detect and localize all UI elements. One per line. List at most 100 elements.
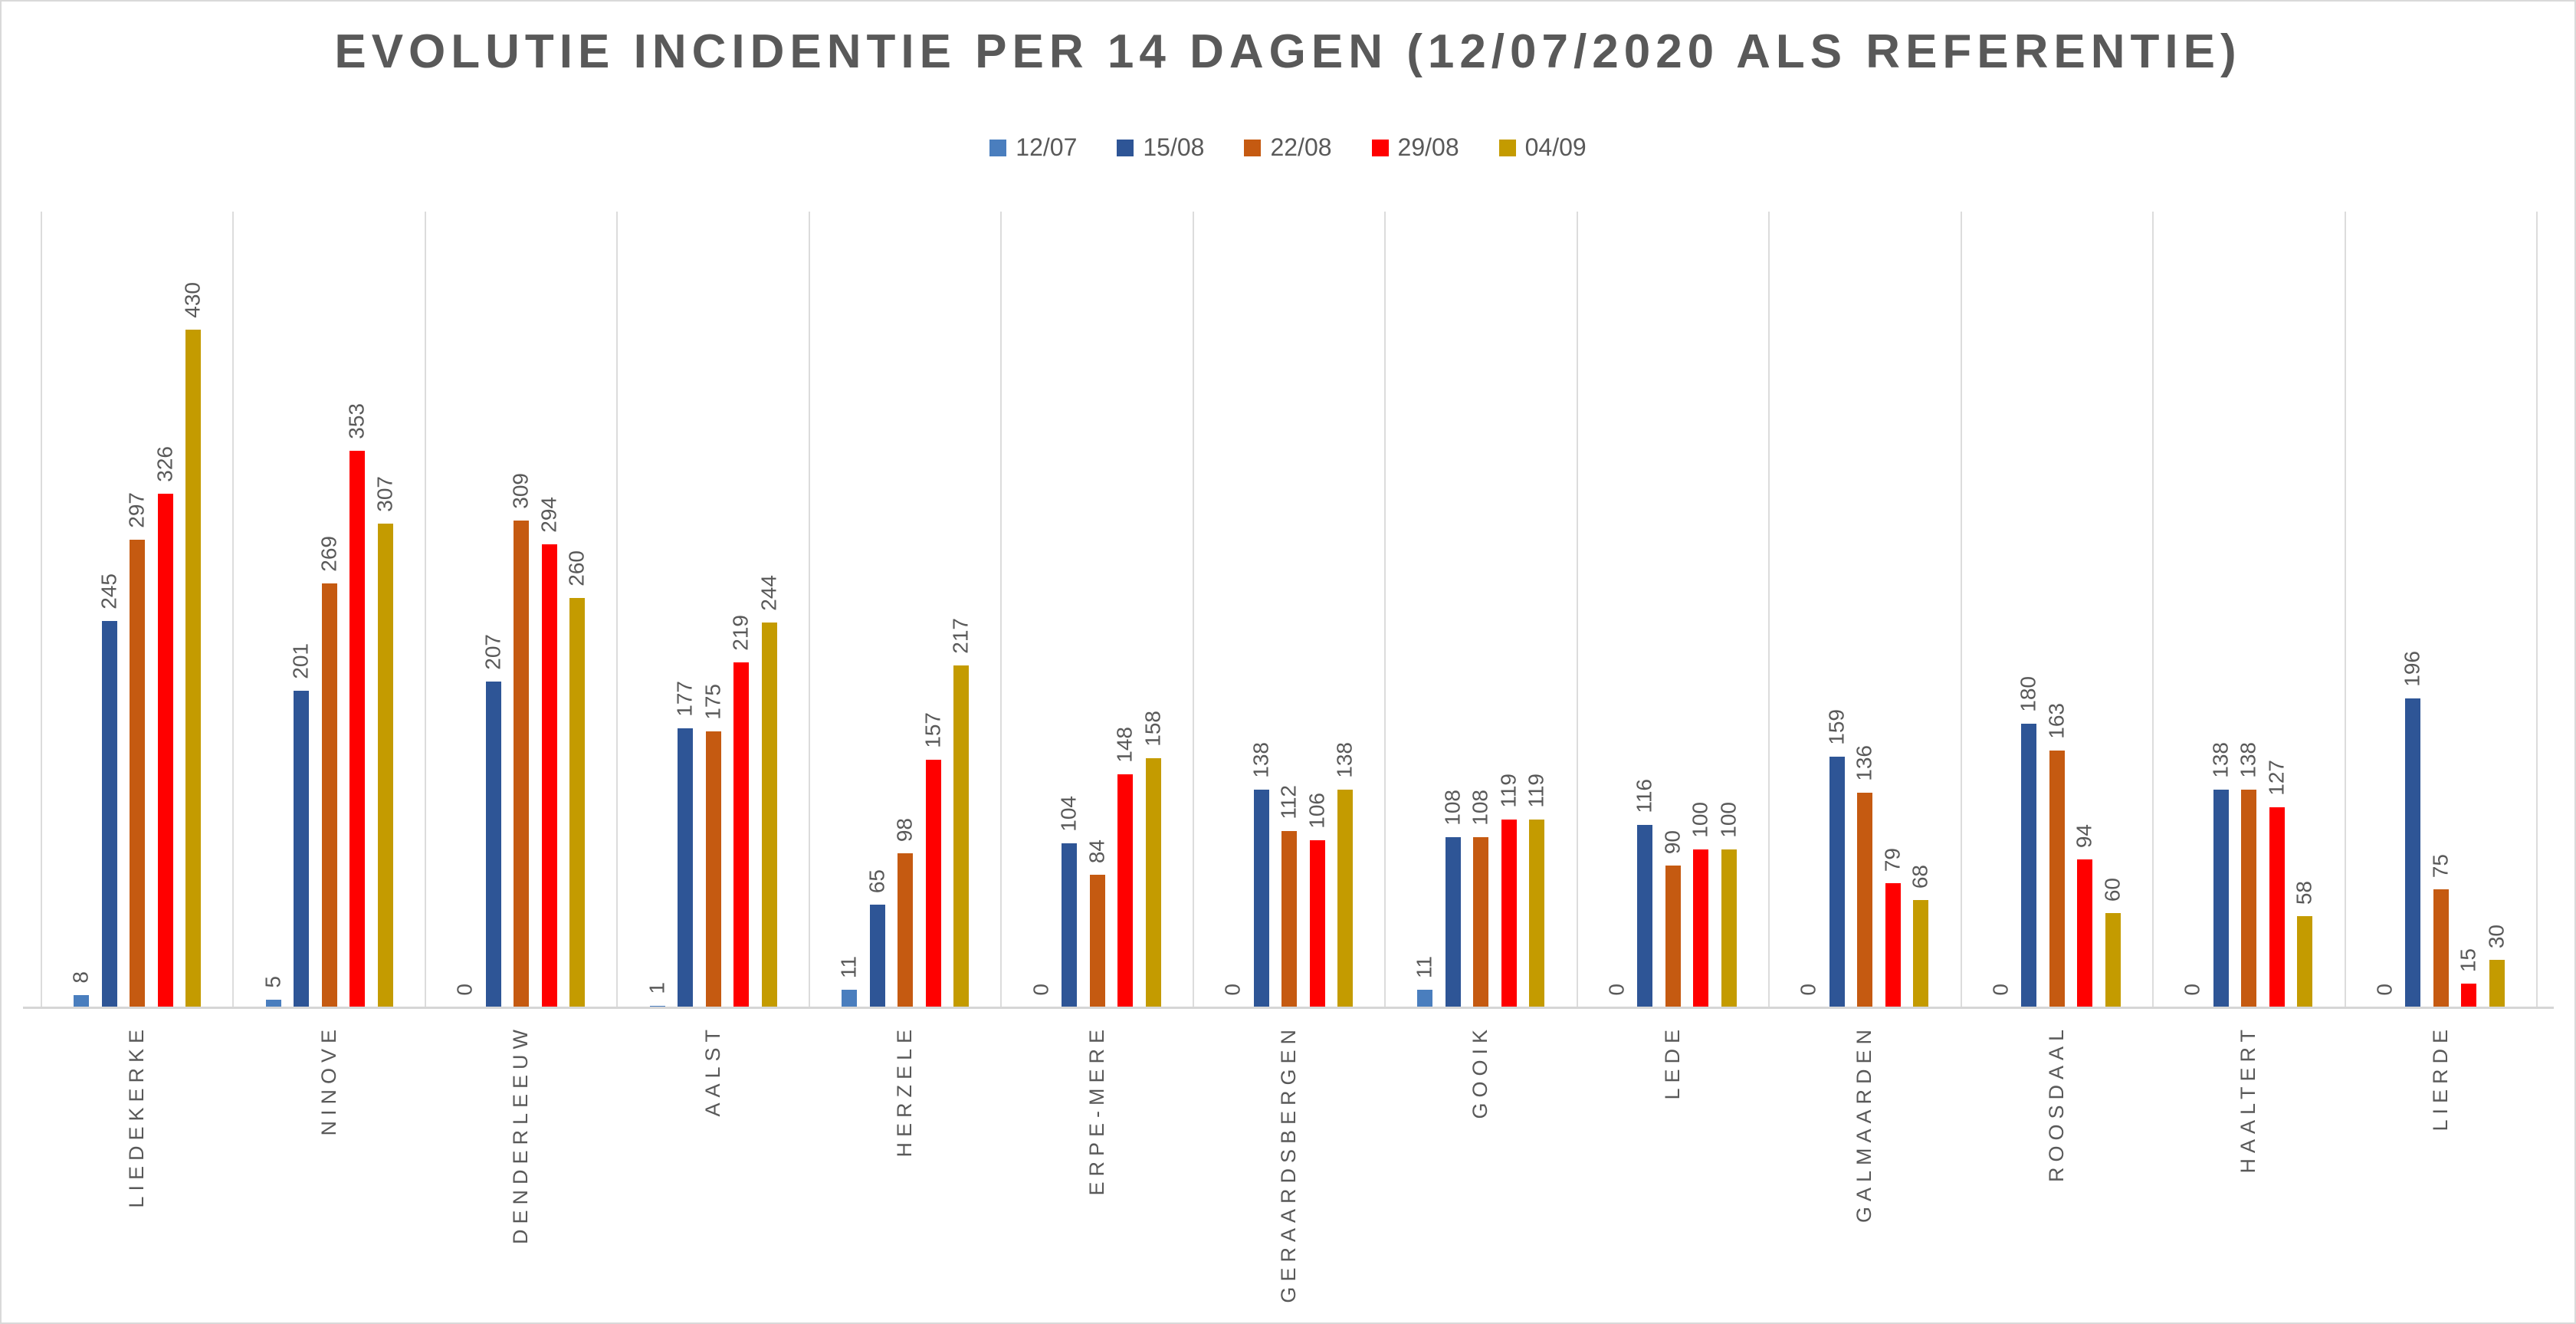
bar xyxy=(1445,837,1461,1007)
bar xyxy=(541,544,557,1007)
value-label: 307 xyxy=(372,476,397,516)
bar xyxy=(349,451,366,1007)
value-label-text: 0 xyxy=(1604,984,1629,996)
bar xyxy=(1885,883,1901,1007)
value-label-text: 79 xyxy=(1880,847,1905,872)
category-label: GALMAARDEN xyxy=(1853,1024,1877,1227)
category-separator-gridline xyxy=(1960,212,1962,1007)
value-label: 244 xyxy=(756,575,781,615)
category-label-text: GERAARDSBERGEN xyxy=(1277,1024,1301,1303)
value-label-text: 245 xyxy=(97,573,121,609)
category-separator-gridline xyxy=(1192,212,1194,1007)
value-label: 294 xyxy=(537,497,561,537)
value-label: 175 xyxy=(701,684,725,724)
bar xyxy=(761,623,777,1007)
value-label: 68 xyxy=(1908,865,1933,892)
value-label-text: 60 xyxy=(2100,877,2125,902)
legend-item: 15/08 xyxy=(1117,133,1204,162)
legend-item: 29/08 xyxy=(1371,133,1459,162)
bar xyxy=(925,760,941,1007)
value-label-text: 138 xyxy=(2208,742,2233,778)
legend-swatch-icon xyxy=(989,139,1007,156)
legend-item: 04/09 xyxy=(1498,133,1587,162)
value-label: 79 xyxy=(1880,847,1905,876)
value-label: 104 xyxy=(1057,796,1081,836)
bar xyxy=(2021,724,2037,1007)
value-label: 1 xyxy=(645,982,669,998)
plot-area: 8 245 297 326 430 5 201 269 353 307 0 207 309 294 260 1… xyxy=(41,212,2538,1007)
value-label-text: 219 xyxy=(728,615,753,651)
bar xyxy=(2461,984,2477,1007)
value-label: 353 xyxy=(344,403,369,443)
value-label-text: 0 xyxy=(2372,984,2397,996)
value-label: 207 xyxy=(481,634,505,674)
value-label-text: 159 xyxy=(1824,709,1849,745)
chart-legend: 12/07 15/08 22/08 29/08 04/09 xyxy=(2,133,2574,162)
bar xyxy=(514,521,530,1007)
value-label-text: 30 xyxy=(2484,924,2509,948)
value-label: 148 xyxy=(1112,727,1137,767)
bar xyxy=(1857,793,1873,1007)
value-label-text: 0 xyxy=(1988,984,2013,996)
legend-label: 12/07 xyxy=(1016,133,1078,161)
bar xyxy=(1117,774,1134,1007)
value-label-text: 148 xyxy=(1112,727,1137,763)
bar xyxy=(1337,790,1353,1007)
value-label-text: 100 xyxy=(1716,802,1741,838)
value-label-text: 244 xyxy=(756,575,781,611)
category-label: ROOSDAAL xyxy=(2045,1024,2069,1186)
value-label: 127 xyxy=(2264,760,2289,800)
category-label: HERZELE xyxy=(893,1024,917,1161)
value-label: 0 xyxy=(2181,984,2205,1000)
value-label-text: 94 xyxy=(2072,823,2096,848)
value-label-text: 138 xyxy=(1249,742,1273,778)
value-label-text: 175 xyxy=(701,684,725,720)
category-separator-gridline xyxy=(232,212,235,1007)
category-label-text: ERPE-MERE xyxy=(1085,1024,1108,1196)
value-label: 100 xyxy=(1716,802,1741,842)
value-label-text: 0 xyxy=(452,984,477,996)
bar xyxy=(1281,831,1297,1007)
category-label: GERAARDSBERGEN xyxy=(1277,1024,1301,1307)
value-label: 201 xyxy=(289,643,313,683)
bar xyxy=(1501,820,1517,1007)
value-label: 260 xyxy=(565,550,589,590)
category-separator-gridline xyxy=(2536,212,2538,1007)
value-label-text: 353 xyxy=(344,403,369,439)
bar xyxy=(2049,751,2065,1007)
category-label: LIEDEKERKE xyxy=(125,1024,149,1212)
value-label: 0 xyxy=(1029,984,1053,1000)
category-label: HAALTERT xyxy=(2236,1024,2260,1178)
bar xyxy=(705,731,721,1007)
value-label: 100 xyxy=(1688,802,1713,842)
value-label: 90 xyxy=(1661,830,1685,858)
value-label: 8 xyxy=(68,971,94,987)
category-label: GOOIK xyxy=(1468,1024,1493,1123)
bar xyxy=(2077,859,2093,1007)
category-label: LEDE xyxy=(1661,1024,1685,1104)
bar xyxy=(1829,757,1845,1007)
bar xyxy=(1529,820,1545,1007)
value-label-text: 106 xyxy=(1304,793,1329,829)
bar xyxy=(953,665,970,1007)
value-label: 326 xyxy=(153,446,177,486)
value-label-text: 119 xyxy=(1524,774,1549,808)
legend-label: 15/08 xyxy=(1143,133,1205,161)
bar xyxy=(1145,758,1161,1007)
value-label: 60 xyxy=(2100,877,2125,905)
legend-item: 22/08 xyxy=(1244,133,1332,162)
value-label: 0 xyxy=(452,984,477,1000)
bar xyxy=(1665,866,1681,1007)
value-label-text: 136 xyxy=(1852,745,1876,781)
category-label-text: NINOVE xyxy=(317,1024,340,1136)
value-label-text: 196 xyxy=(2400,651,2424,687)
value-label-text: 112 xyxy=(1276,785,1301,820)
category-label-text: GOOIK xyxy=(1468,1024,1492,1119)
legend-swatch-icon xyxy=(1498,139,1516,156)
value-label: 0 xyxy=(1221,984,1245,1000)
value-label-text: 11 xyxy=(1413,955,1437,978)
value-label: 297 xyxy=(125,492,149,532)
value-label-text: 8 xyxy=(68,971,93,984)
bar xyxy=(678,728,694,1007)
